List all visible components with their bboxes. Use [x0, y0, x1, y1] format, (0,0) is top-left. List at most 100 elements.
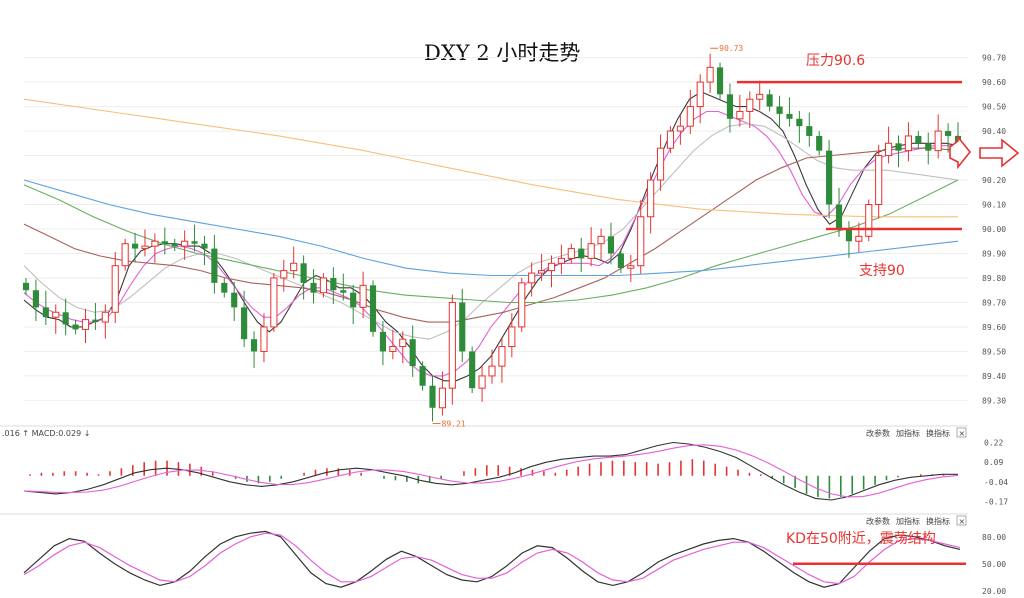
panel-button-0[interactable]: 改参数: [866, 428, 890, 438]
candle-up: [528, 272, 536, 284]
candle-up: [756, 93, 764, 100]
candle-up: [597, 235, 605, 245]
kd-note-label: KD在50附近，震荡结构: [786, 531, 936, 547]
candle-down: [915, 135, 922, 144]
candle-down: [895, 143, 902, 151]
moving-average-line: [23, 123, 959, 340]
candle-up: [706, 66, 714, 83]
price-tick-label: 90.00: [982, 225, 1006, 234]
candle-down: [409, 339, 416, 367]
panel-close-box: [956, 427, 967, 438]
candle-up: [875, 155, 883, 206]
candle-up: [885, 142, 893, 157]
arrow-right-icon: [979, 138, 1020, 168]
price-tick-label: 90.50: [982, 103, 1006, 112]
candle-down: [340, 290, 347, 293]
candle-down: [201, 243, 208, 249]
candle-up: [181, 240, 189, 247]
candle-up: [557, 257, 565, 264]
candle-up: [696, 81, 704, 108]
macd-line: [23, 441, 958, 501]
candle-up: [508, 326, 516, 348]
price-panel: 90.73 89.21: [22, 44, 962, 428]
moving-average-line: [23, 110, 958, 377]
candle-up: [637, 216, 645, 267]
candle-up: [934, 130, 942, 152]
panel-button-1[interactable]: 加指标: [896, 428, 920, 438]
candle-up: [904, 135, 912, 152]
candle-down: [161, 241, 168, 244]
price-tick-label: 89.60: [982, 323, 1006, 332]
kd-tick-label: 50.00: [982, 560, 1006, 569]
candle-down: [330, 277, 337, 291]
candle-up: [547, 262, 556, 272]
candle-down: [835, 204, 843, 229]
candle-up: [567, 248, 575, 259]
close-icon[interactable]: ×: [959, 517, 966, 526]
candle-up: [488, 365, 496, 377]
candle-up: [290, 262, 298, 272]
panel-button-2[interactable]: 换指标: [926, 516, 950, 526]
candle-up: [587, 243, 595, 259]
candle-up: [151, 240, 159, 247]
arrow-down-right-icon: [949, 134, 972, 170]
kd-tick-label: 80.00: [982, 533, 1006, 542]
candle-down: [419, 366, 426, 386]
price-tick-label: 89.50: [982, 347, 1006, 356]
price-tick-label: 89.70: [982, 298, 1006, 307]
candle-down: [300, 263, 307, 283]
moving-average-line: [23, 179, 959, 277]
candle-down: [806, 126, 813, 136]
candle-up: [746, 98, 754, 112]
candle-up: [399, 338, 407, 348]
candle-up: [81, 319, 90, 330]
candle-up: [656, 147, 665, 181]
low-label: 89.21: [442, 419, 466, 428]
candle-down: [32, 290, 39, 308]
candle-down: [845, 229, 853, 242]
resistance-label: 压力90.6: [806, 53, 865, 69]
candle-down: [369, 285, 377, 332]
candle-down: [191, 241, 198, 244]
candle-up: [686, 106, 694, 127]
price-tick-label: 89.30: [982, 396, 1006, 405]
price-tick-label: 89.90: [982, 249, 1006, 258]
candle-down: [925, 143, 932, 151]
candle-down: [211, 248, 218, 283]
panel-button-0[interactable]: 改参数: [866, 516, 890, 526]
candle-up: [270, 277, 278, 328]
candle-up: [855, 235, 863, 242]
candle-up: [111, 265, 119, 313]
candle-down: [726, 94, 734, 119]
d-line: [23, 532, 961, 585]
candle-down: [578, 248, 585, 259]
price-tick-label: 90.40: [982, 127, 1006, 136]
macd-tick-label: -0.17: [984, 497, 1008, 506]
panel-button-2[interactable]: 换指标: [926, 428, 950, 438]
candle-up: [121, 243, 129, 267]
high-label: 90.73: [719, 44, 743, 53]
price-tick-label: 89.40: [982, 372, 1006, 381]
panel-button-1[interactable]: 加指标: [896, 516, 920, 526]
candle-down: [786, 113, 793, 119]
candle-up: [666, 130, 675, 149]
close-icon[interactable]: ×: [959, 429, 966, 438]
candle-up: [498, 346, 506, 367]
candle-up: [736, 110, 744, 120]
moving-average-line: [23, 91, 959, 382]
candle-down: [171, 243, 178, 247]
candle-down: [22, 282, 30, 291]
candle-down: [816, 135, 823, 151]
k-line: [23, 530, 961, 588]
annotations: 压力90.6 支持90 KD在50附近，震荡结构: [737, 53, 1020, 566]
candle-up: [627, 265, 635, 269]
candle-up: [359, 284, 367, 308]
macd-tick-label: 0.22: [984, 439, 1003, 448]
candle-up: [280, 270, 288, 279]
macd-tick-label: -0.04: [984, 478, 1008, 487]
kd-panel: [23, 530, 961, 588]
candle-up: [319, 277, 328, 294]
candle-down: [607, 236, 615, 254]
moving-average-line: [23, 98, 958, 218]
